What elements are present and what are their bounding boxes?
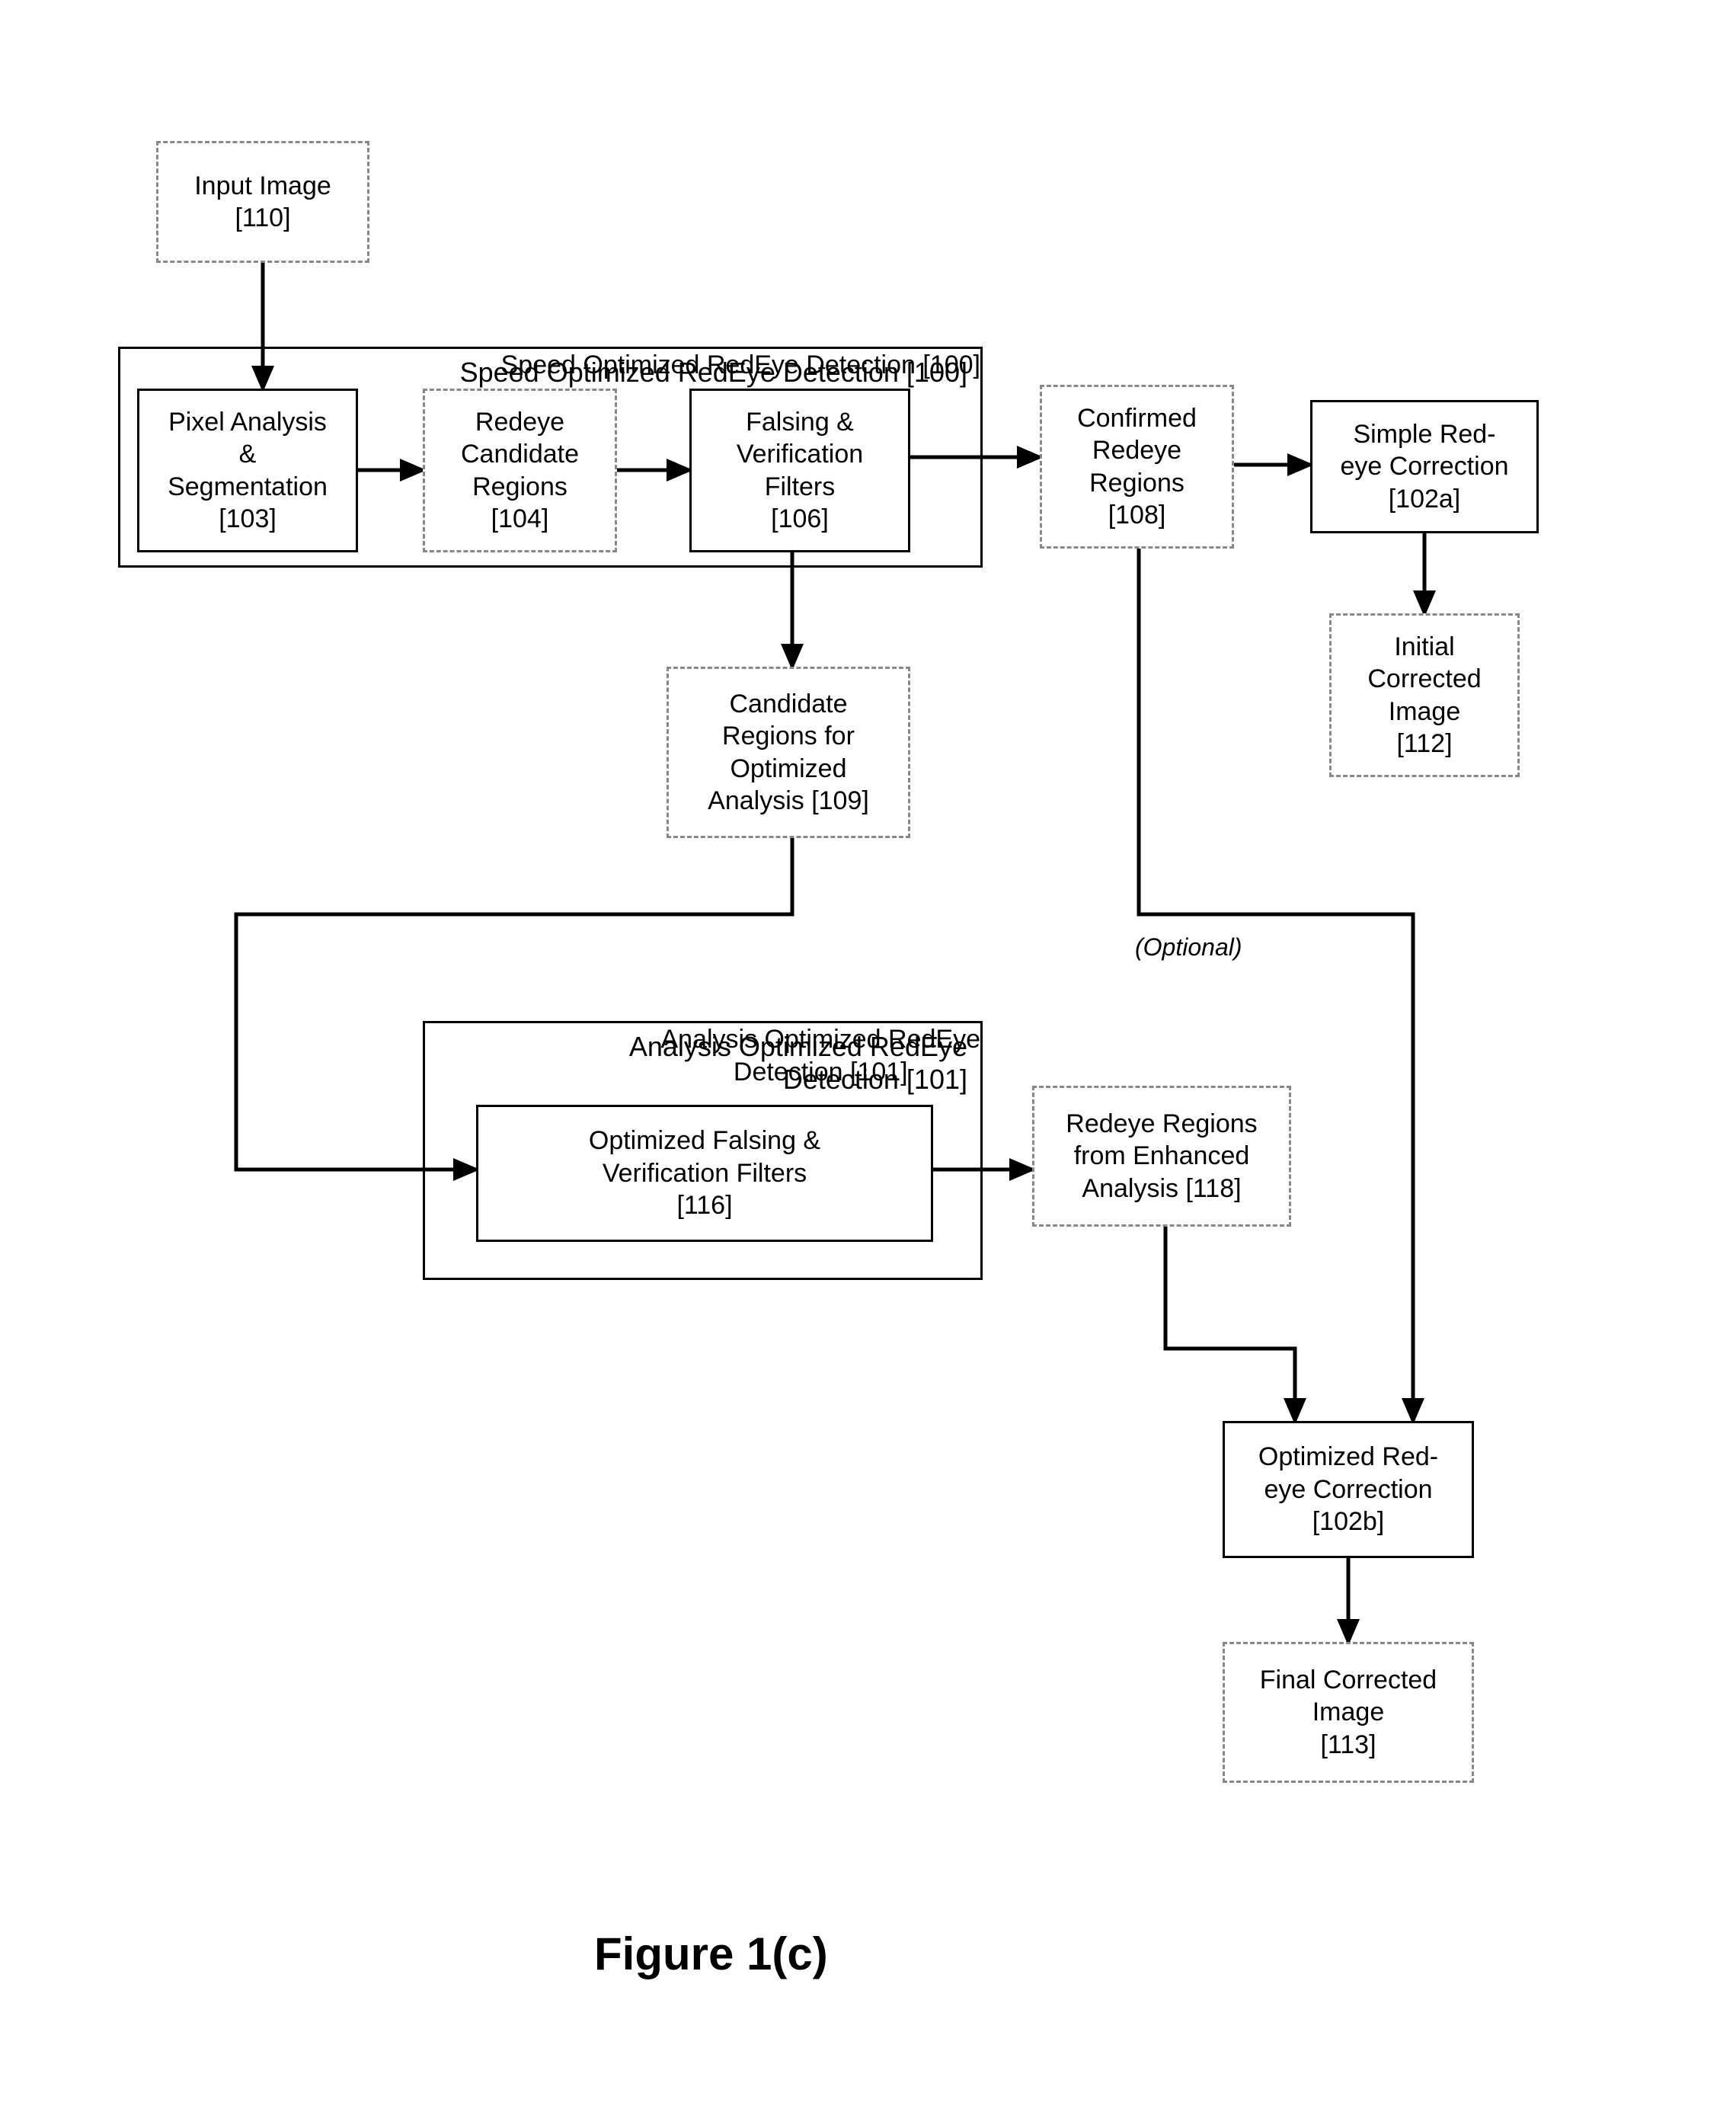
node-n110: Input Image [110] [156,141,369,263]
node-n116: Optimized Falsing & Verification Filters… [476,1105,933,1242]
optional-label: (Optional) [1135,933,1242,962]
node-n113: Final Corrected Image [113] [1223,1642,1474,1783]
node-n102a: Simple Red- eye Correction [102a] [1310,400,1539,533]
node-n106: Falsing & Verification Filters [106] [689,389,910,552]
node-n109: Candidate Regions for Optimized Analysis… [667,667,910,838]
node-n108: Confirmed Redeye Regions [108] [1040,385,1234,549]
node-n112: Initial Corrected Image [112] [1329,613,1520,777]
edge-n118-n102b [1165,1227,1295,1421]
flowchart-canvas: Input Image [110] Speed Optimized RedEye … [0,0,1736,2128]
node-n103: Pixel Analysis & Segmentation [103] [137,389,358,552]
figure-caption: Figure 1(c) [594,1928,828,1980]
node-n118: Redeye Regions from Enhanced Analysis [1… [1032,1086,1291,1227]
container-label-c101: Analysis Optimized RedEye Detection [101… [468,1030,967,1096]
container-label-c100: Speed Optimized RedEye Detection [100] [411,356,967,389]
node-n102b: Optimized Red- eye Correction [102b] [1223,1421,1474,1558]
node-n104: Redeye Candidate Regions [104] [423,389,617,552]
